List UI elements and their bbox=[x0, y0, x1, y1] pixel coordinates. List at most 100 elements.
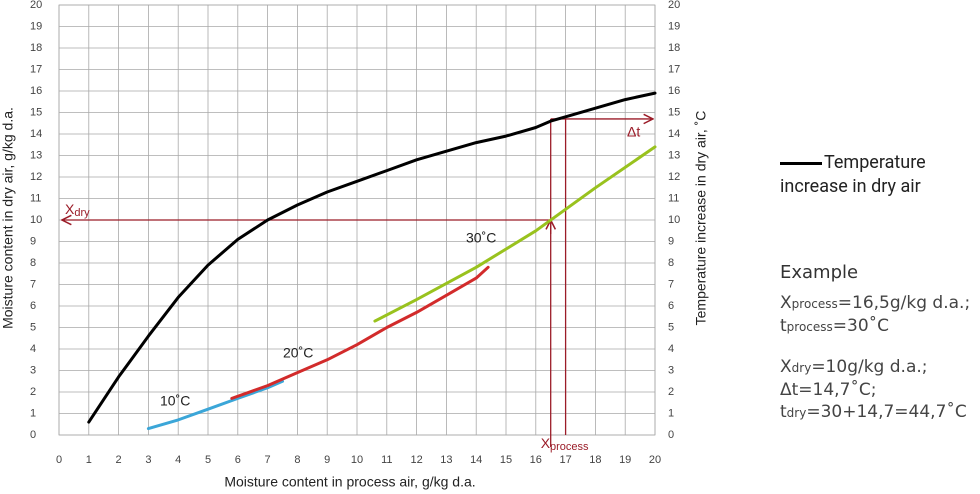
y-tick-label: 8 bbox=[30, 257, 36, 269]
example-line: Xprocess=16,5g/kg d.a.; bbox=[780, 292, 980, 315]
y2-tick-label: 11 bbox=[668, 192, 679, 204]
example-line: tprocess=30˚C bbox=[780, 315, 980, 338]
example-sub: dry bbox=[791, 361, 812, 375]
y2-tick-label: 17 bbox=[668, 63, 680, 75]
y2-tick-label: 5 bbox=[668, 321, 674, 333]
x-tick-label: 14 bbox=[470, 454, 482, 466]
y2-tick-label: 14 bbox=[668, 128, 680, 140]
y-tick-label: 10 bbox=[30, 214, 42, 226]
y2-tick-label: 6 bbox=[668, 300, 674, 312]
x-tick-label: 6 bbox=[235, 454, 241, 466]
example-main: t bbox=[780, 402, 787, 422]
y-tick-label: 15 bbox=[30, 106, 42, 118]
y-tick-label: 14 bbox=[30, 128, 42, 140]
y-tick-label: 20 bbox=[30, 0, 42, 11]
y2-tick-label: 0 bbox=[668, 429, 674, 441]
y2-axis-title: Temperature increase in dry air, ˚C bbox=[693, 111, 709, 326]
series-line bbox=[373, 145, 657, 323]
y2-tick-label: 19 bbox=[668, 20, 680, 32]
x-tick-label: 15 bbox=[500, 454, 512, 466]
y-tick-label: 18 bbox=[30, 42, 42, 54]
y-tick-label: 6 bbox=[30, 300, 36, 312]
x-axis-title: Moisture content in process air, g/kg d.… bbox=[224, 474, 475, 490]
y-tick-label: 9 bbox=[30, 235, 36, 247]
example: Example Xprocess=16,5g/kg d.a.; tprocess=… bbox=[780, 262, 980, 424]
y-tick-label: 11 bbox=[30, 192, 41, 204]
y2-tick-label: 12 bbox=[668, 171, 680, 183]
series-line bbox=[230, 265, 490, 400]
x-tick-label: 0 bbox=[56, 454, 62, 466]
y2-tick-label: 16 bbox=[668, 85, 680, 97]
example-sub: process bbox=[786, 320, 833, 334]
x-tick-label: 16 bbox=[530, 454, 542, 466]
x-dry-label-sub: dry bbox=[74, 207, 90, 219]
x-process-label-main: X bbox=[541, 435, 551, 451]
y-tick-label: 3 bbox=[30, 364, 36, 376]
y-tick-label: 5 bbox=[30, 321, 36, 333]
example-sub: process bbox=[791, 297, 838, 311]
example-main: t bbox=[780, 316, 787, 336]
example-main: Δt=14,7˚C; bbox=[780, 380, 877, 400]
y-tick-label: 1 bbox=[30, 407, 36, 419]
series-line bbox=[87, 91, 657, 424]
x-tick-label: 9 bbox=[324, 454, 330, 466]
example-rest: =16,5g/kg d.a.; bbox=[837, 293, 971, 313]
x-tick-label: 17 bbox=[559, 454, 571, 466]
example-line: tdry=30+14,7=44,7˚C bbox=[780, 401, 980, 424]
y-tick-label: 12 bbox=[30, 171, 42, 183]
example-sub: dry bbox=[786, 406, 807, 420]
example-rest: =30+14,7=44,7˚C bbox=[806, 402, 967, 422]
x-tick-label: 1 bbox=[86, 454, 92, 466]
x-tick-label: 4 bbox=[175, 454, 181, 466]
example-main: X bbox=[780, 357, 792, 377]
x-tick-label: 8 bbox=[294, 454, 300, 466]
y-tick-label: 19 bbox=[30, 20, 42, 32]
y2-tick-label: 8 bbox=[668, 257, 674, 269]
delta-t-label: Δt bbox=[627, 124, 640, 140]
x-tick-label: 3 bbox=[145, 454, 151, 466]
x-process-label-sub: process bbox=[550, 441, 589, 453]
y2-tick-label: 7 bbox=[668, 278, 674, 290]
y2-tick-label: 15 bbox=[668, 106, 680, 118]
y-axis-title: Moisture content in dry air, g/kg d.a. bbox=[0, 107, 16, 329]
x-tick-label: 10 bbox=[351, 454, 363, 466]
x-process-label: Xprocess bbox=[541, 435, 589, 453]
x-dry-label-main: X bbox=[65, 201, 75, 217]
y2-tick-label: 3 bbox=[668, 364, 674, 376]
example-line: Δt=14,7˚C; bbox=[780, 379, 980, 401]
y-tick-label: 0 bbox=[30, 429, 36, 441]
y-tick-label: 16 bbox=[30, 85, 42, 97]
x-tick-label: 20 bbox=[649, 454, 661, 466]
example-line: Xdry=10g/kg d.a.; bbox=[780, 356, 980, 379]
x-tick-label: 19 bbox=[619, 454, 631, 466]
y2-tick-label: 20 bbox=[668, 0, 680, 11]
x-tick-label: 18 bbox=[589, 454, 601, 466]
x-tick-label: 12 bbox=[410, 454, 422, 466]
y2-tick-label: 1 bbox=[668, 407, 674, 419]
y2-tick-label: 18 bbox=[668, 42, 680, 54]
y-tick-label: 7 bbox=[30, 278, 36, 290]
x-dry-label: Xdry bbox=[65, 201, 90, 219]
y-tick-label: 4 bbox=[30, 343, 36, 355]
series-label: 30˚C bbox=[466, 230, 496, 246]
x-tick-label: 5 bbox=[205, 454, 211, 466]
chart: Moisture content in process air, g/kg d.… bbox=[0, 0, 709, 490]
example-title: Example bbox=[780, 262, 859, 283]
x-tick-label: 7 bbox=[265, 454, 271, 466]
spacer bbox=[780, 338, 980, 356]
x-tick-label: 11 bbox=[381, 454, 392, 466]
plot-frame bbox=[58, 4, 656, 436]
y2-tick-label: 4 bbox=[668, 343, 674, 355]
legend-label: Temperature increase in dry air bbox=[780, 152, 926, 197]
example-rest: =10g/kg d.a.; bbox=[811, 357, 928, 377]
legend: Temperature increase in dry air bbox=[780, 151, 975, 199]
y-tick-label: 2 bbox=[30, 386, 36, 398]
legend-swatch bbox=[780, 161, 822, 165]
example-rest: =30˚C bbox=[832, 316, 890, 336]
y-tick-label: 13 bbox=[30, 149, 42, 161]
example-main: X bbox=[780, 293, 792, 313]
series-label: 10˚C bbox=[160, 393, 190, 409]
y2-tick-label: 9 bbox=[668, 235, 674, 247]
series-line bbox=[146, 379, 284, 431]
